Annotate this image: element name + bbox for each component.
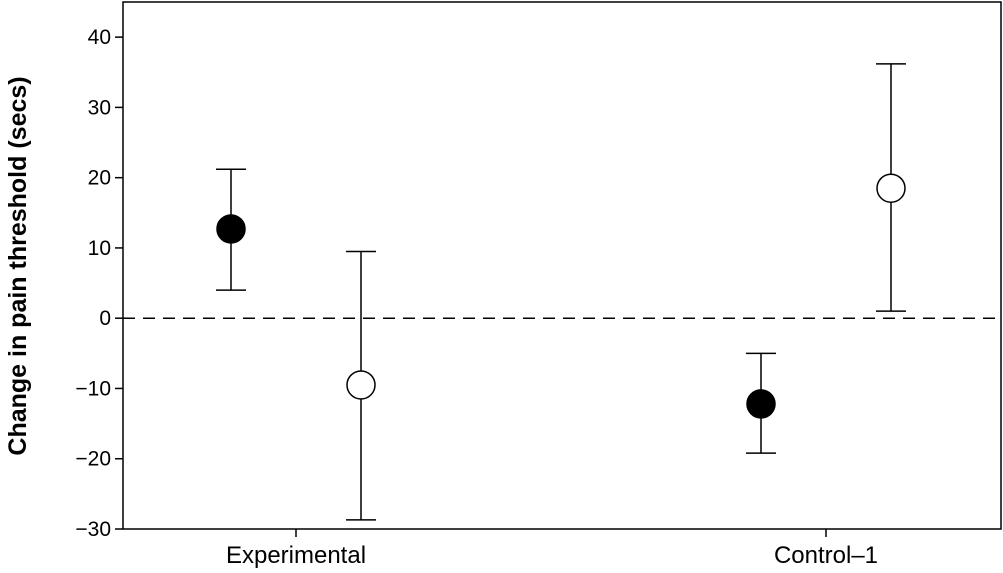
y-tick-label: −30 — [75, 518, 111, 541]
filled-data-point — [746, 389, 776, 419]
open-data-point — [876, 173, 906, 203]
filled-data-point — [216, 214, 246, 244]
y-tick-label: 0 — [99, 307, 111, 330]
x-category-label: Experimental — [226, 542, 366, 569]
y-tick-label: 40 — [88, 26, 111, 49]
y-tick-label: 30 — [88, 96, 111, 119]
y-tick-label: −10 — [75, 377, 111, 400]
y-axis-title: Change in pain threshold (secs) — [4, 76, 32, 455]
plot-frame — [122, 1, 1002, 530]
y-tick-label: 10 — [88, 237, 111, 260]
y-tick-label: −20 — [75, 448, 111, 471]
x-category-label: Control–1 — [774, 542, 878, 569]
open-data-point — [346, 370, 376, 400]
y-tick-label: 20 — [88, 167, 111, 190]
